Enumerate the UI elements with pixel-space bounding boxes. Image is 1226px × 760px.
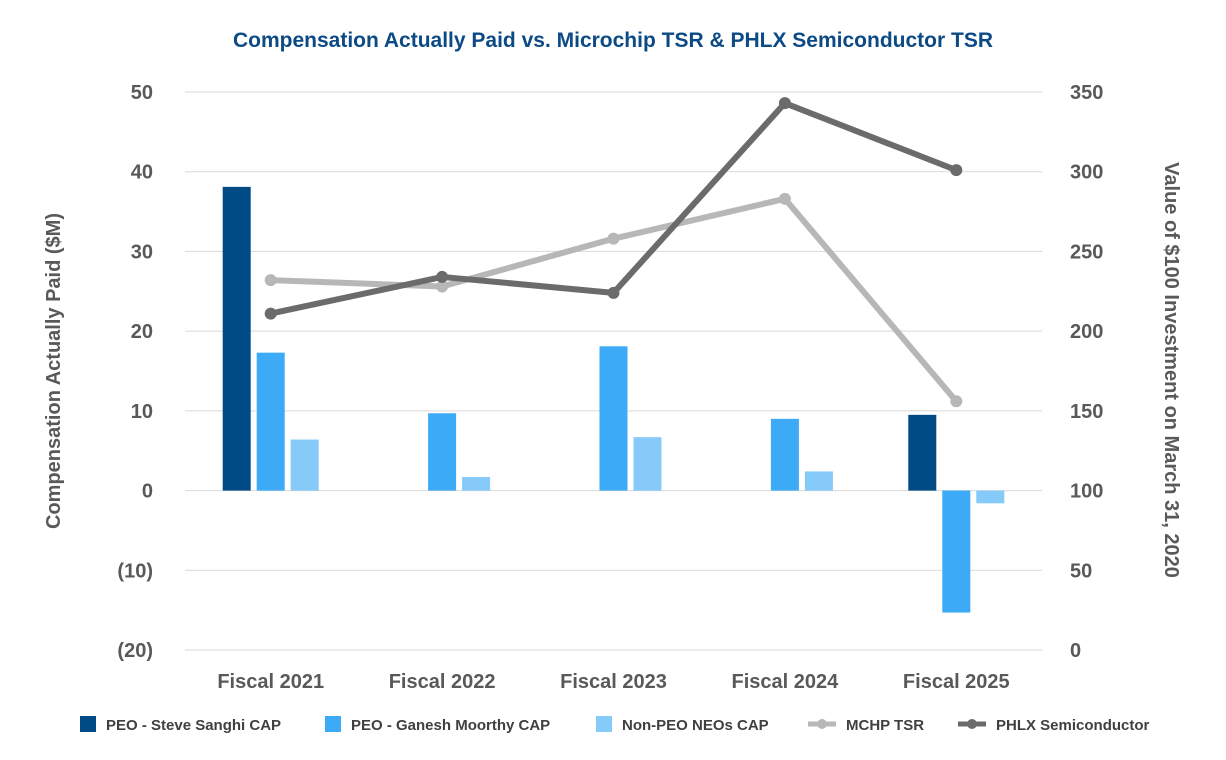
y-tick-label-left: (20): [117, 640, 153, 662]
legend-label: Non-PEO NEOs CAP: [622, 717, 769, 734]
y-tick-label-right: 250: [1070, 241, 1103, 263]
x-tick-label: Fiscal 2021: [217, 671, 324, 693]
series-point: [778, 97, 791, 110]
y-tick-label-left: 40: [131, 162, 153, 184]
legend-swatch: [325, 716, 341, 732]
x-tick-label: Fiscal 2024: [732, 671, 840, 693]
bar: [770, 418, 799, 491]
legend-swatch: [80, 716, 96, 732]
series-point: [607, 232, 620, 245]
y-tick-label-left: (10): [117, 560, 153, 582]
x-tick-label: Fiscal 2022: [389, 671, 496, 693]
series-point: [950, 164, 963, 177]
y-tick-label-left: 0: [142, 481, 153, 503]
series-point: [607, 286, 620, 299]
y-axis-title-left: Compensation Actually Paid ($M): [43, 213, 65, 529]
legend-label: PEO - Steve Sanghi CAP: [106, 717, 281, 734]
legend-swatch: [596, 716, 612, 732]
legend: PEO - Steve Sanghi CAP PEO - Ganesh Moort…: [80, 716, 1150, 734]
series-point: [436, 280, 449, 293]
legend-label: PEO - Ganesh Moorthy CAP: [351, 717, 550, 734]
series-point: [264, 274, 277, 287]
series-point: [264, 307, 277, 320]
bar: [633, 437, 662, 491]
bar: [222, 186, 251, 491]
bar: [428, 413, 457, 491]
bar: [599, 346, 628, 491]
y-tick-label-right: 0: [1070, 640, 1081, 662]
y-tick-label-left: 50: [131, 82, 153, 104]
bar: [908, 414, 937, 491]
x-axis: Fiscal 2021 Fiscal 2022 Fiscal 2023 Fiscal …: [217, 671, 1009, 693]
series-point: [778, 192, 791, 205]
legend-marker: [967, 719, 977, 729]
y-axis-right: 350 300 250 200 150 100 50 0: [1070, 82, 1103, 662]
x-tick-label: Fiscal 2023: [560, 671, 667, 693]
y-tick-label-left: 30: [131, 241, 153, 263]
y-tick-label-right: 100: [1070, 481, 1103, 503]
y-tick-label-right: 200: [1070, 321, 1103, 343]
legend-label: PHLX Semiconductor: [996, 717, 1150, 734]
y-tick-label-right: 150: [1070, 401, 1103, 423]
y-tick-label-left: 10: [131, 401, 153, 423]
bar: [976, 490, 1005, 504]
y-tick-label-right: 350: [1070, 82, 1103, 104]
bars: [222, 186, 1005, 613]
y-tick-label-right: 300: [1070, 162, 1103, 184]
legend-label: MCHP TSR: [846, 717, 924, 734]
series-point: [950, 395, 963, 408]
y-axis-title-right: Value of $100 Investment on March 31, 20…: [1160, 162, 1182, 578]
x-tick-label: Fiscal 2025: [903, 671, 1010, 693]
bar: [942, 490, 971, 613]
series-point: [436, 270, 449, 283]
bar: [256, 352, 285, 491]
y-tick-label-left: 20: [131, 321, 153, 343]
legend-marker: [817, 719, 827, 729]
bar: [804, 471, 833, 491]
y-axis-left: 50 40 30 20 10 0 (10) (20): [117, 82, 153, 662]
bar: [462, 477, 491, 491]
y-tick-label-right: 50: [1070, 560, 1092, 582]
bar: [290, 439, 319, 491]
lines: [264, 97, 963, 408]
chart-title: Compensation Actually Paid vs. Microchip…: [233, 29, 993, 52]
